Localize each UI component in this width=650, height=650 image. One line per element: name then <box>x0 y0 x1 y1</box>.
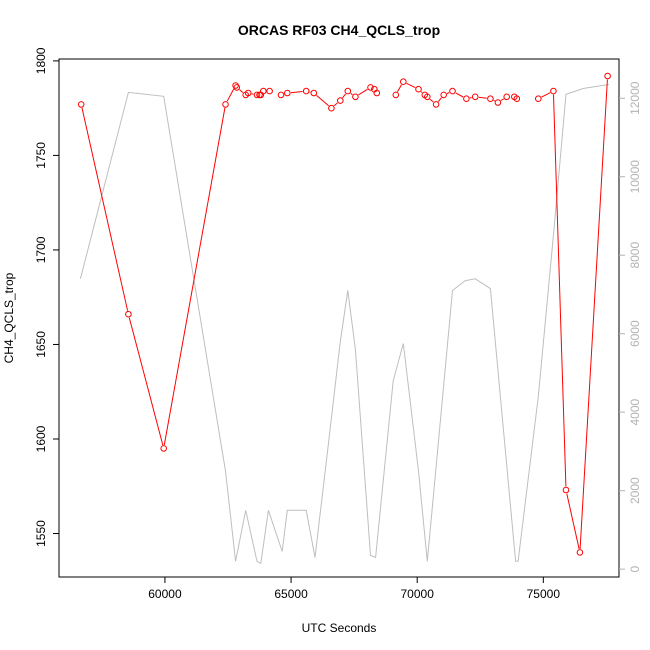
primary-series-line <box>290 88 368 107</box>
primary-series-line <box>541 79 608 550</box>
data-point <box>503 93 511 101</box>
y-tick-label-left: 1800 <box>34 47 48 74</box>
data-point <box>337 97 344 104</box>
y-tick-label-left: 1600 <box>34 425 48 452</box>
x-axis: 60000 65000 70000 75000 <box>148 577 560 601</box>
data-point <box>604 72 611 80</box>
data-point <box>535 95 542 102</box>
data-point <box>373 89 381 97</box>
x-tick-label: 60000 <box>148 587 182 601</box>
y-tick-label-right: 2000 <box>628 477 642 504</box>
data-point <box>449 87 456 95</box>
data-point <box>367 84 374 91</box>
data-point <box>125 310 132 318</box>
data-point <box>253 91 261 99</box>
y-tick-label-right: 4000 <box>628 399 642 426</box>
data-point <box>440 91 448 99</box>
y-tick-label-left: 1700 <box>34 236 48 263</box>
y-tick-label-left: 1650 <box>34 331 48 358</box>
y-tick-label-left: 1550 <box>34 520 48 547</box>
data-point <box>562 486 570 494</box>
data-point <box>471 93 479 101</box>
x-tick-label: 70000 <box>401 587 435 601</box>
data-point <box>244 89 252 97</box>
data-point <box>550 87 557 95</box>
chart-title: ORCAS RF03 CH4_QCLS_trop <box>238 22 440 38</box>
data-point <box>266 87 273 95</box>
y-tick-label-right: 8000 <box>628 242 642 269</box>
data-point <box>487 95 494 102</box>
data-point <box>260 87 267 95</box>
x-tick-label: 65000 <box>274 587 308 601</box>
data-point <box>415 85 422 93</box>
data-point <box>424 93 431 101</box>
primary-series-line <box>397 82 504 103</box>
primary-series-layer <box>77 72 611 556</box>
data-point <box>513 95 521 102</box>
y-tick-label-left: 1750 <box>34 142 48 169</box>
data-point <box>233 84 241 91</box>
x-axis-label: UTC Seconds <box>302 621 377 635</box>
y-tick-label-right: 0 <box>628 565 642 572</box>
plot-frame <box>58 58 620 578</box>
secondary-series-layer <box>79 84 609 565</box>
data-point <box>392 91 400 99</box>
primary-series-line <box>81 88 254 446</box>
data-point <box>463 95 470 102</box>
data-point <box>576 549 584 556</box>
data-point <box>400 78 407 85</box>
data-point <box>328 104 335 112</box>
secondary-series-line <box>79 84 609 565</box>
y-axis-right: 0 2000 4000 6000 8000 10000 12000 <box>619 81 642 572</box>
data-point <box>344 87 352 95</box>
x-tick-label: 75000 <box>527 587 561 601</box>
data-point <box>432 101 440 108</box>
y-axis-left: 1550 1600 1650 1700 1750 1800 <box>34 47 59 547</box>
data-point <box>277 91 285 99</box>
y-tick-label-right: 6000 <box>628 320 642 347</box>
data-point <box>302 87 310 95</box>
y-axis-label: CH4_QCLS_trop <box>2 272 16 363</box>
data-point <box>77 101 85 108</box>
y-tick-label-right: 12000 <box>628 81 642 115</box>
data-point <box>222 101 229 108</box>
data-point <box>494 99 502 106</box>
data-point <box>310 89 318 97</box>
data-point <box>160 445 167 452</box>
data-point <box>352 93 359 101</box>
y-tick-label-right: 10000 <box>628 160 642 194</box>
data-point <box>284 89 291 97</box>
